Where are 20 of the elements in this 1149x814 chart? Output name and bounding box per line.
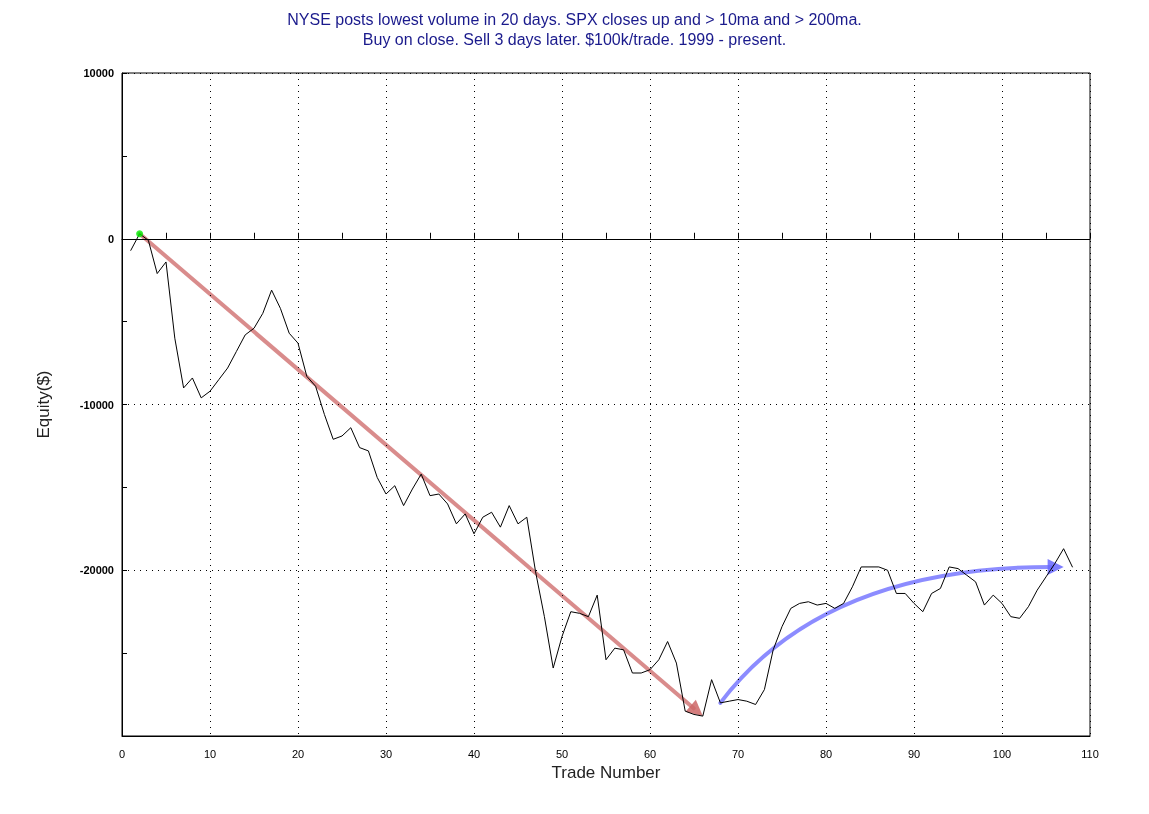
x-tick-label: 40 <box>467 747 481 760</box>
x-tick-label: 70 <box>731 747 745 760</box>
y-tick-label: 10000 <box>83 67 114 79</box>
y-tick-label: -20000 <box>79 564 114 577</box>
x-tick-label: 80 <box>819 747 833 760</box>
y-tick-label: 0 <box>107 232 114 245</box>
x-tick-label: 0 <box>118 747 126 760</box>
x-tick-label: 20 <box>291 747 305 760</box>
x-tick-label: 60 <box>643 747 657 760</box>
x-tick-label: 100 <box>992 747 1012 760</box>
x-tick-label: 30 <box>379 747 393 760</box>
y-axis-title: Equity($) <box>34 370 53 439</box>
chart-title: NYSE posts lowest volume in 20 days. SPX closes up and > 10ma and > 200ma. <box>287 10 862 28</box>
x-tick-label: 10 <box>203 747 217 760</box>
x-tick-label: 110 <box>1081 747 1099 760</box>
x-axis-title: Trade Number <box>551 763 661 782</box>
chart-subtitle: Buy on close. Sell 3 days later. $100k/trade. 1999 - present. <box>362 30 787 48</box>
x-tick-label: 50 <box>555 747 569 760</box>
y-tick-label: -10000 <box>79 398 114 411</box>
x-tick-label: 90 <box>907 747 921 760</box>
